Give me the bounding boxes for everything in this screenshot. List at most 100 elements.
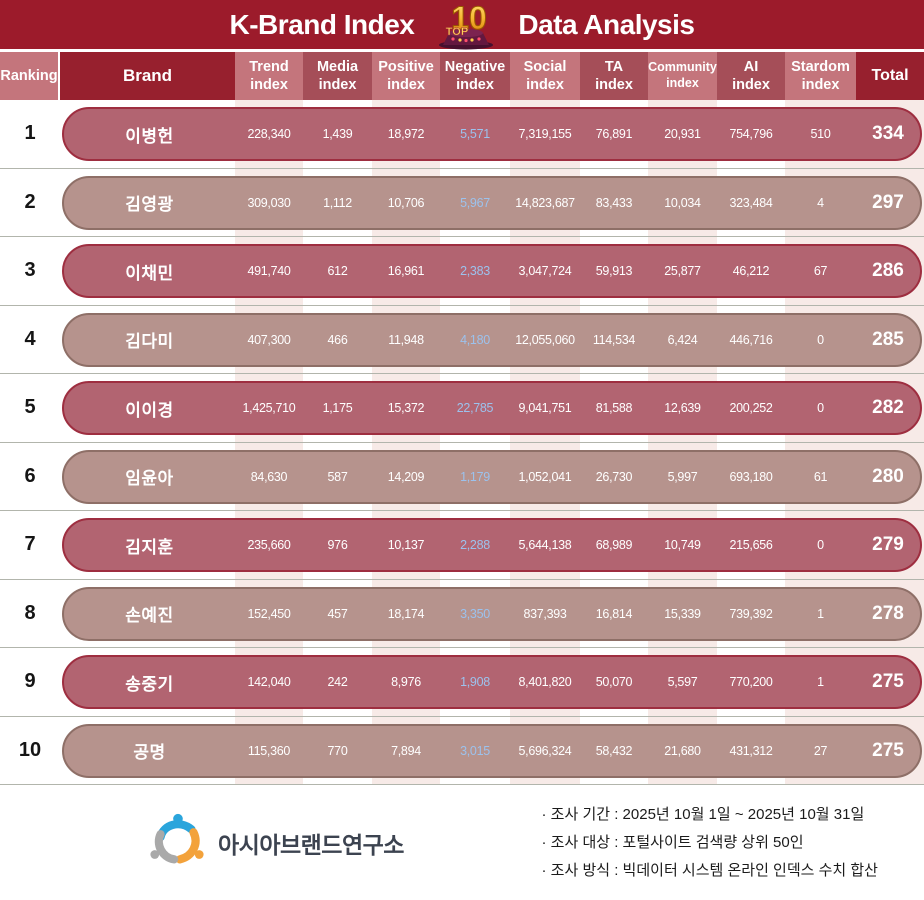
table-row: 9 송중기 142,040 242 8,976 1,908 8,401,820 … (0, 648, 924, 717)
stardom-value: 0 (817, 401, 824, 415)
table-row: 6 임윤아 84,630 587 14,209 1,179 1,052,041 … (0, 443, 924, 511)
media-value: 1,439 (322, 127, 353, 141)
social-value: 7,319,155 (518, 127, 572, 141)
svg-text:TOP: TOP (446, 26, 468, 38)
stardom-value: 510 (810, 127, 831, 141)
media-value: 1,112 (323, 195, 352, 210)
positive-value: 16,961 (387, 264, 425, 278)
social-value: 8,401,820 (518, 675, 572, 689)
column-header-ta: TA index (580, 52, 648, 100)
ta-value: 58,432 (595, 743, 633, 758)
trend-value: 84,630 (250, 469, 288, 484)
social-value: 5,696,324 (518, 743, 572, 758)
table-row: 5 이이경 1,425,710 1,175 15,372 22,785 9,04… (0, 374, 924, 443)
rank-label: 5 (24, 396, 36, 419)
column-header-total: Total (871, 67, 909, 84)
table-body: 1 이병헌 228,340 1,439 18,972 5,571 7,319,1… (0, 100, 924, 785)
brand-name: 김영광 (125, 195, 174, 214)
rank-label: 1 (24, 122, 36, 145)
positive-value: 10,706 (387, 195, 425, 210)
media-value: 612 (327, 264, 348, 278)
rank-label: 7 (24, 533, 36, 556)
column-header-stardom: Stardom index (785, 52, 856, 100)
ta-value: 59,913 (595, 264, 633, 278)
trend-value: 309,030 (247, 195, 291, 210)
table-row: 2 김영광 309,030 1,112 10,706 5,967 14,823,… (0, 169, 924, 237)
rank-label: 4 (24, 327, 36, 350)
positive-value: 10,137 (387, 538, 425, 552)
brand-name: 이이경 (125, 400, 174, 420)
table-row: 1 이병헌 228,340 1,439 18,972 5,571 7,319,1… (0, 100, 924, 169)
social-value: 5,644,138 (518, 538, 572, 552)
top10-trophy-icon: 10 TOP (428, 0, 504, 50)
total-value: 279 (872, 534, 904, 555)
community-value: 10,749 (664, 538, 701, 552)
social-value: 12,055,060 (515, 332, 575, 347)
community-value: 15,339 (664, 606, 701, 621)
social-value: 3,047,724 (518, 264, 572, 278)
trend-value: 491,740 (247, 264, 291, 278)
column-header-media: Media index (303, 52, 372, 100)
negative-value: 3,015 (460, 743, 490, 758)
rank-label: 3 (24, 259, 36, 282)
brand-pill: 임윤아 84,630 587 14,209 1,179 1,052,041 26… (62, 449, 922, 504)
ai-value: 754,796 (729, 127, 773, 141)
media-value: 770 (327, 743, 348, 758)
ai-value: 200,252 (729, 401, 773, 415)
total-value: 282 (872, 397, 904, 418)
table-row: 10 공명 115,360 770 7,894 3,015 5,696,324 … (0, 717, 924, 785)
survey-note-target: · 조사 대상 : 포털사이트 검색량 상위 50인 (541, 833, 804, 851)
community-value: 12,639 (664, 401, 701, 415)
svg-text:10: 10 (452, 0, 488, 36)
publisher-logo: 아시아브랜드연구소 (148, 811, 404, 874)
publisher-logo-text: 아시아브랜드연구소 (218, 831, 404, 858)
trend-value: 228,340 (247, 127, 291, 141)
ta-value: 83,433 (595, 195, 633, 210)
brand-name: 임윤아 (125, 469, 174, 488)
brand-pill: 손예진 152,450 457 18,174 3,350 837,393 16,… (62, 586, 922, 641)
community-value: 6,424 (667, 332, 698, 347)
title-bar: K-Brand Index 10 TOP Data Analysis (0, 0, 924, 52)
ta-value: 114,534 (592, 332, 636, 347)
stardom-value: 61 (813, 469, 828, 484)
ai-value: 446,716 (729, 332, 773, 347)
table-row: 3 이채민 491,740 612 16,961 2,383 3,047,724… (0, 237, 924, 306)
stardom-value: 4 (817, 195, 824, 210)
column-header-trend: Trend index (235, 52, 303, 100)
column-header-community: Community index (648, 52, 717, 100)
total-value: 280 (872, 465, 904, 487)
trend-value: 1,425,710 (242, 401, 296, 415)
positive-value: 18,174 (387, 606, 425, 621)
positive-value: 8,976 (391, 675, 421, 689)
brand-pill: 송중기 142,040 242 8,976 1,908 8,401,820 50… (62, 655, 922, 709)
brand-pill: 이이경 1,425,710 1,175 15,372 22,785 9,041,… (62, 381, 922, 435)
publisher-logo-icon (148, 811, 206, 874)
rank-label: 6 (24, 464, 36, 487)
page-title-left: K-Brand Index (229, 8, 415, 40)
negative-value: 4,180 (460, 332, 490, 347)
column-header-negative: Negative index (440, 52, 510, 100)
community-value: 10,034 (664, 195, 701, 210)
column-header-row: Ranking Brand Trend index Media index Posi… (0, 52, 924, 100)
survey-note-method: · 조사 방식 : 빅데이터 시스템 온라인 인덱스 수치 합산 (541, 861, 878, 879)
stardom-value: 67 (813, 264, 828, 278)
total-value: 275 (872, 739, 904, 761)
ai-value: 215,656 (729, 538, 773, 552)
column-header-ai: AI index (717, 52, 785, 100)
ta-value: 68,989 (595, 538, 633, 552)
trend-value: 407,300 (247, 332, 291, 347)
ta-value: 26,730 (595, 469, 633, 484)
rank-label: 10 (18, 738, 42, 761)
media-value: 242 (327, 675, 348, 689)
negative-value: 22,785 (456, 401, 494, 415)
social-value: 837,393 (523, 606, 567, 621)
survey-note-period: · 조사 기간 : 2025년 10월 1일 ~ 2025년 10월 31일 (541, 805, 865, 823)
positive-value: 11,948 (388, 332, 424, 347)
brand-pill: 김영광 309,030 1,112 10,706 5,967 14,823,68… (62, 175, 922, 230)
column-header-brand: Brand (122, 66, 173, 86)
ai-value: 323,484 (729, 195, 773, 210)
trend-value: 235,660 (247, 538, 291, 552)
ta-value: 50,070 (595, 675, 633, 689)
column-header-ranking: Ranking (0, 52, 60, 100)
page-title-right: Data Analysis (518, 8, 695, 40)
